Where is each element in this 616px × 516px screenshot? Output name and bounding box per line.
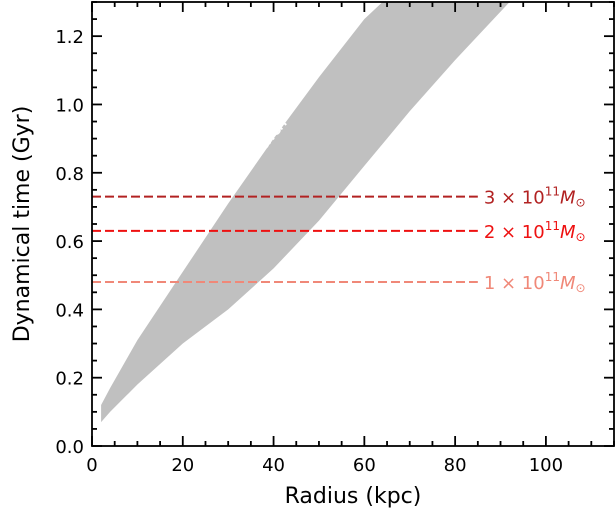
dynamical-time-band — [101, 2, 510, 423]
y-tick-label: 1.0 — [55, 95, 84, 116]
x-tick-label: 40 — [262, 455, 285, 476]
x-axis-title: Radius (kpc) — [285, 484, 422, 509]
x-tick-label: 20 — [171, 455, 194, 476]
x-tick-label: 0 — [86, 455, 97, 476]
y-tick-label: 0.4 — [55, 300, 84, 321]
mass-label-3: 1 × 1011M⊙ — [484, 270, 586, 295]
x-tick-label: 100 — [529, 455, 563, 476]
x-tick-label: 60 — [353, 455, 376, 476]
mass-label-2: 2 × 1011M⊙ — [484, 219, 586, 244]
y-axis-title: Dynamical time (Gyr) — [10, 106, 35, 343]
y-tick-label: 0.2 — [55, 369, 84, 390]
y-tick-label: 1.2 — [55, 27, 84, 48]
y-tick-label: 0.8 — [55, 164, 84, 185]
x-tick-label: 80 — [444, 455, 467, 476]
y-tick-label: 0.0 — [55, 437, 84, 458]
mass-label-1: 3 × 1011M⊙ — [484, 185, 586, 210]
y-tick-label: 0.6 — [55, 232, 84, 253]
